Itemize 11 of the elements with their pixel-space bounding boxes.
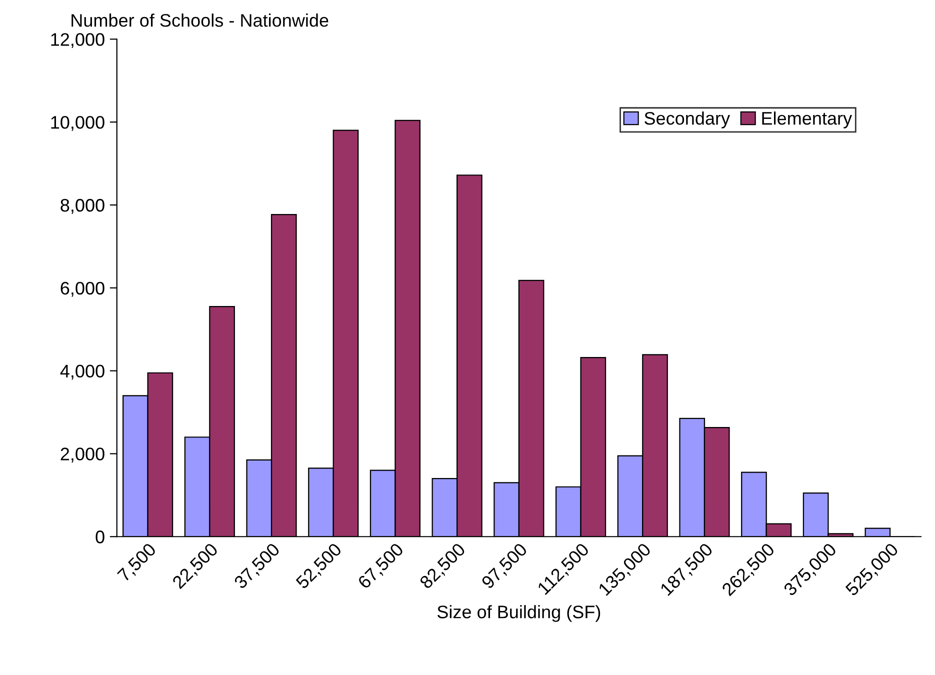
y-tick-label: 4,000 xyxy=(60,364,104,380)
y-tick-label: 0 xyxy=(96,530,104,544)
y-tick-label: 8,000 xyxy=(60,198,104,214)
chart-title: Number of Schools - Nationwide xyxy=(72,14,328,27)
y-tick-label: 6,000 xyxy=(60,282,104,297)
x-axis-title: Size of Building (SF) xyxy=(437,605,600,622)
y-tick-label: 12,000 xyxy=(51,33,104,48)
legend-label: Elementary xyxy=(762,111,852,128)
legend-label: Secondary xyxy=(644,111,730,128)
y-tick-label: 10,000 xyxy=(51,116,104,131)
y-tick-label: 2,000 xyxy=(60,448,104,463)
